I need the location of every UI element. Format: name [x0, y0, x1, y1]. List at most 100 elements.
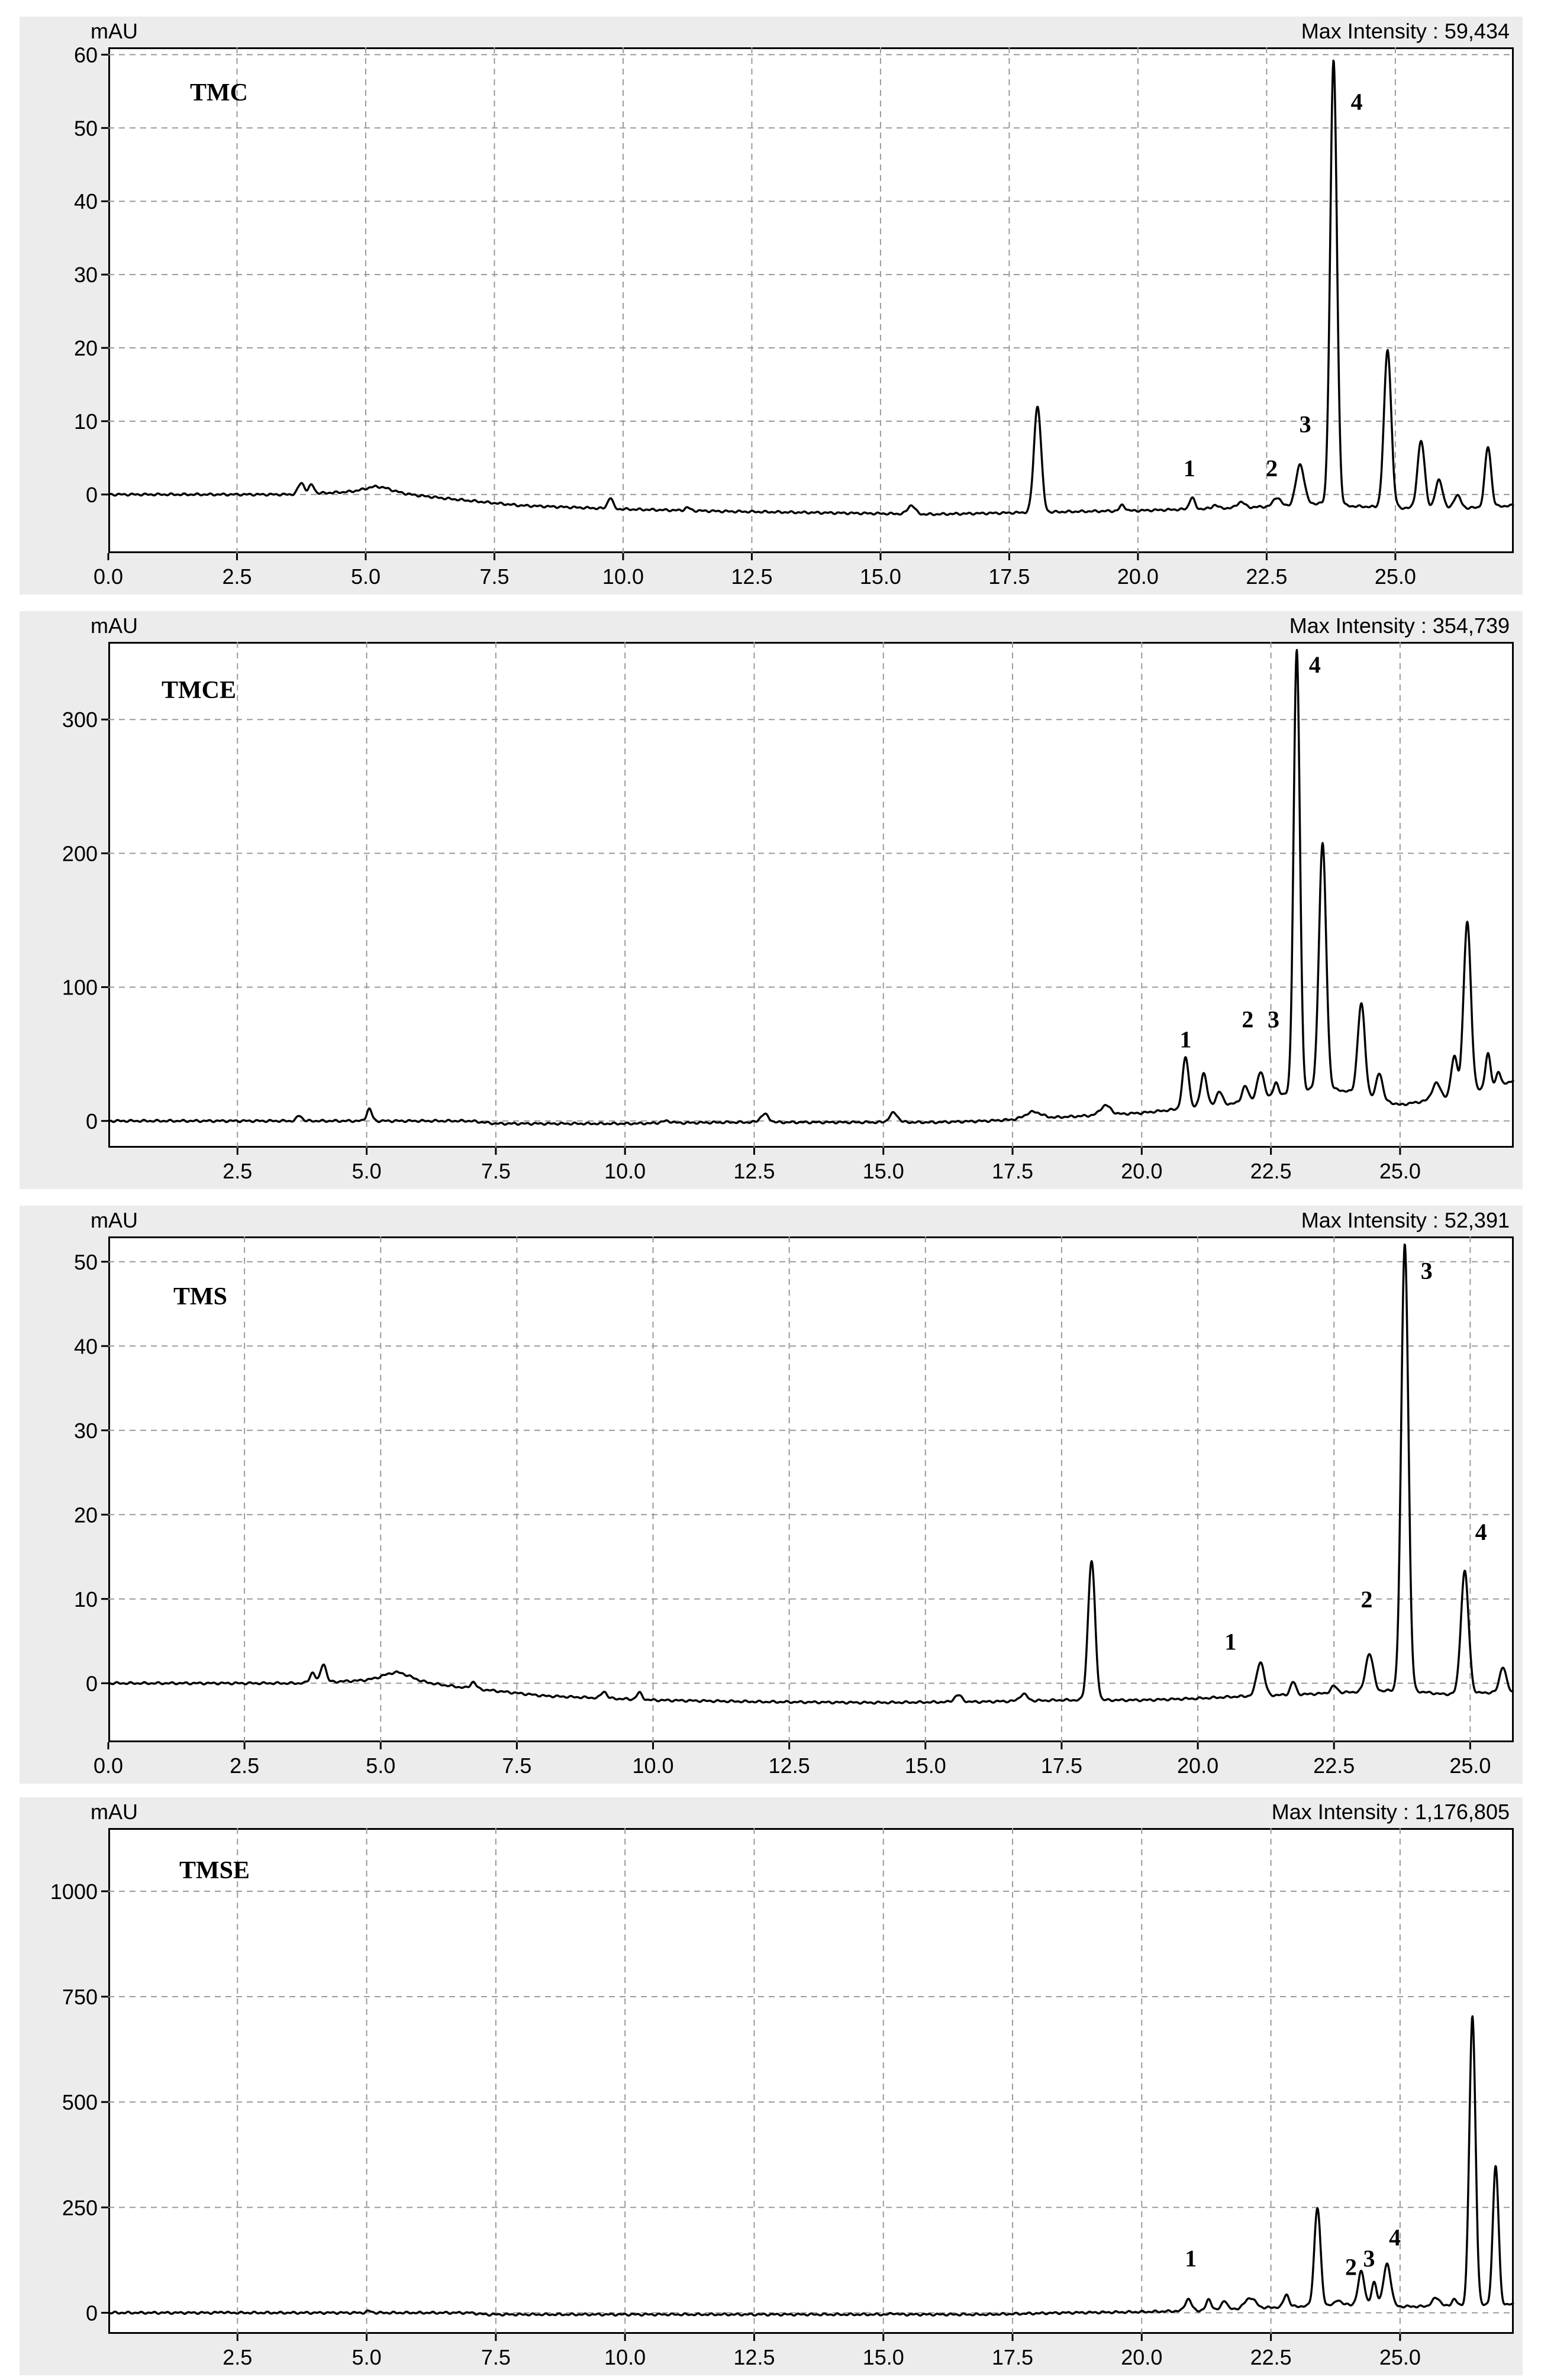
peak-label: 1: [1184, 455, 1195, 482]
chart-svg: 0 100 200 300 2.5 5.0 7.5 10.0 12.5 15.0 17.5 20.0 2…: [62, 642, 1515, 1183]
chromatogram-title: TMC: [190, 79, 248, 106]
x-tick-label: 10.0: [604, 1159, 646, 1183]
y-tick-label: 10: [74, 409, 98, 434]
peak-label: 1: [1224, 1628, 1236, 1655]
chromatogram-trace: [108, 2015, 1514, 2317]
plot-area: [108, 47, 1514, 553]
plot-area: [108, 1236, 1514, 1742]
chart-svg: 0 10 20 30 40 50 60 0.0 2.5 5.0 7.5 10.0 12.5 15.0 17.…: [74, 43, 1514, 589]
x-tick-label: 15.0: [863, 2345, 904, 2369]
peak-label: 2: [1345, 2253, 1357, 2280]
max-intensity-label: Max Intensity : 59,434: [1301, 19, 1510, 43]
peak-label: 3: [1300, 411, 1311, 438]
chart-svg: 0 10 20 30 40 50 0.0 2.5 5.0 7.5 10.0 12.5 15.0 17.5 2…: [74, 1236, 1514, 1778]
x-tick-label: 25.0: [1375, 564, 1416, 589]
peak-label: 1: [1180, 1026, 1192, 1052]
y-tick-label: 10: [74, 1587, 98, 1612]
peak-label: 2: [1242, 1006, 1253, 1032]
peak-label: 4: [1389, 2224, 1401, 2250]
peak-label: 3: [1421, 1257, 1433, 1284]
x-tick-label: 22.5: [1313, 1753, 1355, 1778]
chart-panel-tmc: mAU Max Intensity : 59,434 0 10 20 30 40 50 60…: [20, 17, 1523, 595]
x-tick-label: 7.5: [479, 564, 509, 589]
x-tick-label: 2.5: [230, 1753, 259, 1778]
x-tick-label: 5.0: [366, 1753, 395, 1778]
max-intensity-label: Max Intensity : 52,391: [1301, 1208, 1510, 1232]
x-tick-label: 20.0: [1121, 1159, 1162, 1183]
x-tick-label: 7.5: [502, 1753, 531, 1778]
y-tick-label: 500: [62, 2090, 98, 2114]
x-tick-label: 0.0: [94, 1753, 123, 1778]
y-tick-label: 50: [74, 1250, 98, 1274]
x-tick-label: 25.0: [1379, 1159, 1421, 1183]
y-tick-label: 200: [62, 841, 98, 866]
peak-label: 4: [1351, 88, 1363, 115]
peak-label: 2: [1266, 455, 1278, 482]
x-tick-label: 7.5: [481, 2345, 511, 2369]
y-tick-label: 300: [62, 708, 98, 732]
x-tick-label: 7.5: [481, 1159, 511, 1183]
x-tick-label: 22.5: [1250, 1159, 1292, 1183]
x-tick-label: 15.0: [860, 564, 901, 589]
y-unit-label: mAU: [91, 1800, 138, 1824]
chromatogram-title: TMS: [173, 1283, 228, 1310]
y-tick-label: 250: [62, 2195, 98, 2220]
x-tick-label: 25.0: [1449, 1753, 1491, 1778]
x-tick-label: 10.0: [633, 1753, 674, 1778]
x-tick-label: 5.0: [352, 1159, 382, 1183]
x-tick-label: 15.0: [905, 1753, 946, 1778]
x-tick-label: 10.0: [604, 2345, 646, 2369]
plot-area: [108, 642, 1514, 1148]
max-intensity-label: Max Intensity : 354,739: [1289, 613, 1510, 638]
y-tick-label: 0: [86, 483, 98, 507]
x-tick-label: 2.5: [223, 1159, 252, 1183]
peak-label: 2: [1360, 1586, 1372, 1613]
peak-label: 3: [1268, 1006, 1279, 1032]
y-tick-label: 30: [74, 1419, 98, 1443]
x-tick-label: 20.0: [1117, 564, 1159, 589]
x-tick-label: 10.0: [602, 564, 644, 589]
chart-svg: 0 250 500 750 1000 2.5 5.0 7.5 10.0 12.5 15.0 17.5 2…: [50, 1828, 1514, 2369]
x-tick-label: 20.0: [1177, 1753, 1218, 1778]
x-tick-label: 5.0: [351, 564, 381, 589]
x-tick-label: 22.5: [1250, 2345, 1292, 2369]
x-tick-label: 25.0: [1379, 2345, 1421, 2369]
y-tick-label: 60: [74, 43, 98, 67]
y-tick-label: 0: [86, 1671, 98, 1696]
chart-panel-tmse: mAU Max Intensity : 1,176,805 0 250 500 750…: [20, 1797, 1523, 2375]
x-tick-label: 12.5: [733, 2345, 775, 2369]
y-tick-label: 0: [86, 2301, 98, 2325]
y-unit-label: mAU: [91, 1208, 138, 1232]
y-tick-label: 40: [74, 189, 98, 214]
chromatogram-title: TMCE: [162, 677, 236, 704]
y-tick-label: 100: [62, 976, 98, 1000]
y-unit-label: mAU: [91, 19, 138, 43]
y-tick-label: 30: [74, 263, 98, 287]
y-tick-label: 50: [74, 116, 98, 140]
peak-label: 4: [1309, 651, 1321, 678]
x-tick-label: 12.5: [731, 564, 772, 589]
max-intensity-label: Max Intensity : 1,176,805: [1271, 1800, 1510, 1824]
plot-area: [108, 1828, 1514, 2334]
x-tick-label: 17.5: [992, 1159, 1033, 1183]
peak-label: 3: [1363, 2245, 1375, 2272]
y-tick-label: 750: [62, 1985, 98, 2009]
x-tick-label: 17.5: [1041, 1753, 1082, 1778]
x-tick-label: 17.5: [988, 564, 1030, 589]
y-tick-label: 20: [74, 336, 98, 360]
peak-label: 1: [1185, 2245, 1197, 2272]
x-tick-label: 0.0: [94, 564, 123, 589]
chromatogram-title: TMSE: [179, 1857, 250, 1884]
peak-label: 4: [1475, 1519, 1487, 1545]
x-tick-label: 5.0: [352, 2345, 382, 2369]
x-tick-label: 15.0: [863, 1159, 904, 1183]
chromatogram-trace: [108, 59, 1514, 516]
chart-panel-tms: mAU Max Intensity : 52,391 0 10 20 30 40 50 0.…: [20, 1206, 1523, 1784]
chromatogram-trace: [108, 648, 1515, 1126]
y-unit-label: mAU: [91, 613, 138, 638]
x-tick-label: 22.5: [1246, 564, 1287, 589]
y-tick-label: 1000: [50, 1880, 98, 1904]
x-tick-label: 17.5: [992, 2345, 1033, 2369]
y-tick-label: 20: [74, 1503, 98, 1527]
y-tick-label: 40: [74, 1334, 98, 1358]
